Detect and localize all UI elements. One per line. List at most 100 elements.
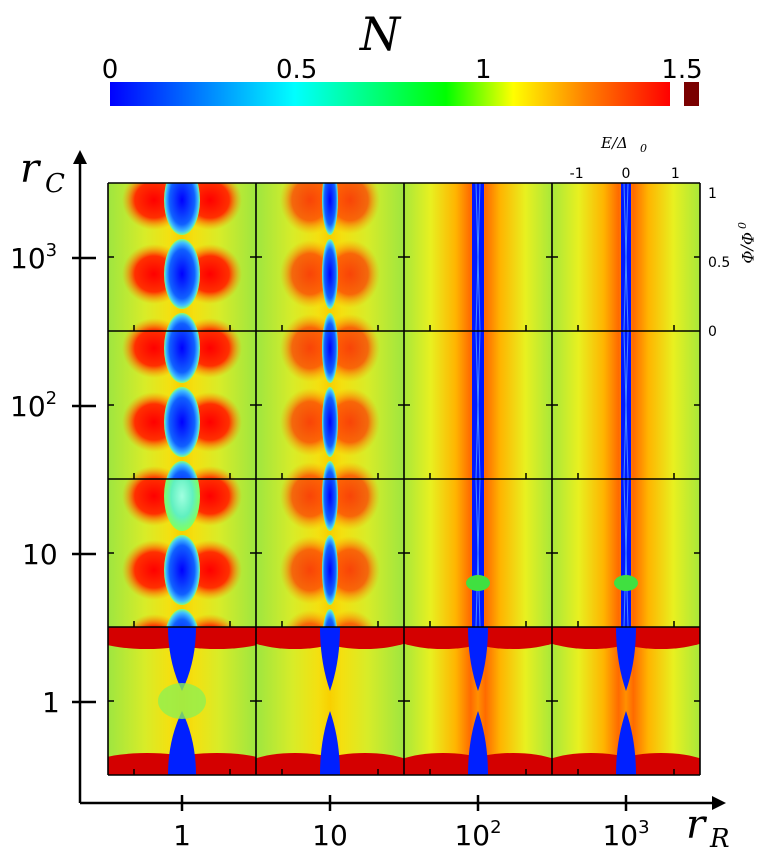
y-axis-title-main: r [20, 146, 42, 192]
heatmap-panel [256, 331, 404, 479]
energy-tick-label: -1 [570, 166, 584, 182]
blue-lobe [164, 239, 200, 309]
red-wing [127, 318, 181, 331]
energy-axis-label-sub: 0 [640, 142, 647, 155]
y-axis-arrowhead [73, 150, 87, 164]
green-center [158, 683, 206, 719]
heatmap-panel [552, 331, 700, 479]
heatmap-panel [256, 183, 404, 331]
energy-tick-label: 1 [671, 166, 680, 182]
flux-axis-title: Φ/Φ 0 [735, 222, 757, 264]
flux-tick-label: 0.5 [708, 255, 730, 271]
colorbar: N 0 0.5 1 1.5 [102, 7, 703, 106]
flux-ticks: 10.50 [708, 186, 730, 340]
blue-lobe [322, 331, 338, 383]
heatmap-panel [404, 183, 552, 331]
blue-lobe [323, 461, 337, 479]
blue-lobe [320, 627, 340, 691]
heatmap-panel [404, 479, 552, 627]
heatmap-panel [552, 479, 700, 627]
blue-lobe [164, 387, 200, 457]
blue-lobe [166, 313, 198, 331]
blue-lobe [166, 609, 198, 627]
flux-axis-label-sub: 0 [735, 222, 748, 229]
blue-lobe [323, 609, 337, 627]
blue-lobe [168, 627, 196, 691]
blue-lobe [616, 711, 636, 775]
red-wing [183, 614, 237, 627]
y-tick-label: 103 [10, 240, 57, 275]
blue-lobe [322, 535, 338, 605]
blue-lobe [166, 461, 198, 479]
red-wing [324, 610, 376, 627]
colorbar-tick-label: 1.5 [661, 55, 702, 85]
heatmap-panel [108, 479, 256, 627]
blue-lobe [468, 711, 488, 775]
blue-lobe [616, 627, 636, 691]
energy-ticks: -1 0 1 [570, 166, 680, 182]
blue-lobe [164, 535, 200, 605]
red-wing [127, 614, 181, 627]
flux-tick-label: 1 [708, 186, 717, 202]
blue-lobe [164, 183, 200, 235]
blue-lobe [323, 313, 337, 331]
blue-lobe [164, 479, 200, 531]
energy-axis-title: E/Δ 0 [600, 134, 647, 155]
heatmap-panel [404, 331, 552, 479]
heatmap-panel [108, 331, 256, 479]
red-wing [127, 466, 181, 479]
blue-lobe [322, 183, 338, 235]
blue-lobe [164, 331, 200, 383]
blue-lobe [320, 711, 340, 775]
band-node [466, 575, 490, 591]
colorbar-tick-label: 0 [102, 55, 119, 85]
x-tick-label: 1 [173, 819, 191, 852]
red-wing [284, 610, 336, 627]
heatmap-panel [108, 183, 256, 331]
x-tick-label: 102 [454, 817, 501, 852]
colorbar-tick-label: 0.5 [276, 55, 317, 85]
x-tick-label: 10 [312, 819, 348, 852]
red-wing [284, 314, 336, 331]
y-tick-label: 1 [42, 686, 60, 719]
inner-axes: E/Δ 0 -1 0 1 10.50 Φ/Φ 0 [570, 134, 757, 340]
y-tick-label: 10 [22, 538, 58, 571]
x-axis-title-sub: R [709, 824, 730, 854]
colorbar-title: N [359, 7, 402, 61]
band-line [475, 183, 481, 331]
energy-tick-label: 0 [622, 166, 631, 182]
band-line [475, 479, 481, 627]
energy-axis-label: E/Δ [600, 134, 628, 152]
x-axis-title-main: r [686, 802, 708, 848]
band-node [614, 575, 638, 591]
band-line [475, 331, 481, 479]
blue-lobe [168, 711, 196, 775]
band-line [623, 479, 629, 627]
heatmap-grid [108, 183, 700, 775]
x-tick-label: 103 [602, 817, 649, 852]
band-line [623, 183, 629, 331]
colorbar-tick-labels: 0 0.5 1 1.5 [102, 55, 703, 85]
x-axis-arrowhead [712, 796, 726, 810]
y-tick-label: 102 [10, 388, 57, 423]
heatmap-panel [404, 627, 552, 775]
heatmap-panel [552, 627, 700, 775]
blue-lobe [322, 479, 338, 531]
red-wing [183, 466, 237, 479]
red-wing [183, 318, 237, 331]
flux-axis-label: Φ/Φ [738, 232, 757, 264]
red-wing [324, 314, 376, 331]
panel-dividers [107, 182, 701, 776]
y-axis-title-sub: C [45, 169, 65, 199]
red-wing [284, 462, 336, 479]
red-wing [324, 462, 376, 479]
y-axis-title: r C [20, 146, 65, 199]
heatmap-panel [552, 183, 700, 331]
blue-lobe [322, 239, 338, 309]
colorbar-tick-label: 1 [475, 55, 492, 85]
colorbar-gradient [110, 82, 670, 106]
heatmap-panel [256, 627, 404, 775]
x-axis-title: r R [686, 802, 730, 854]
